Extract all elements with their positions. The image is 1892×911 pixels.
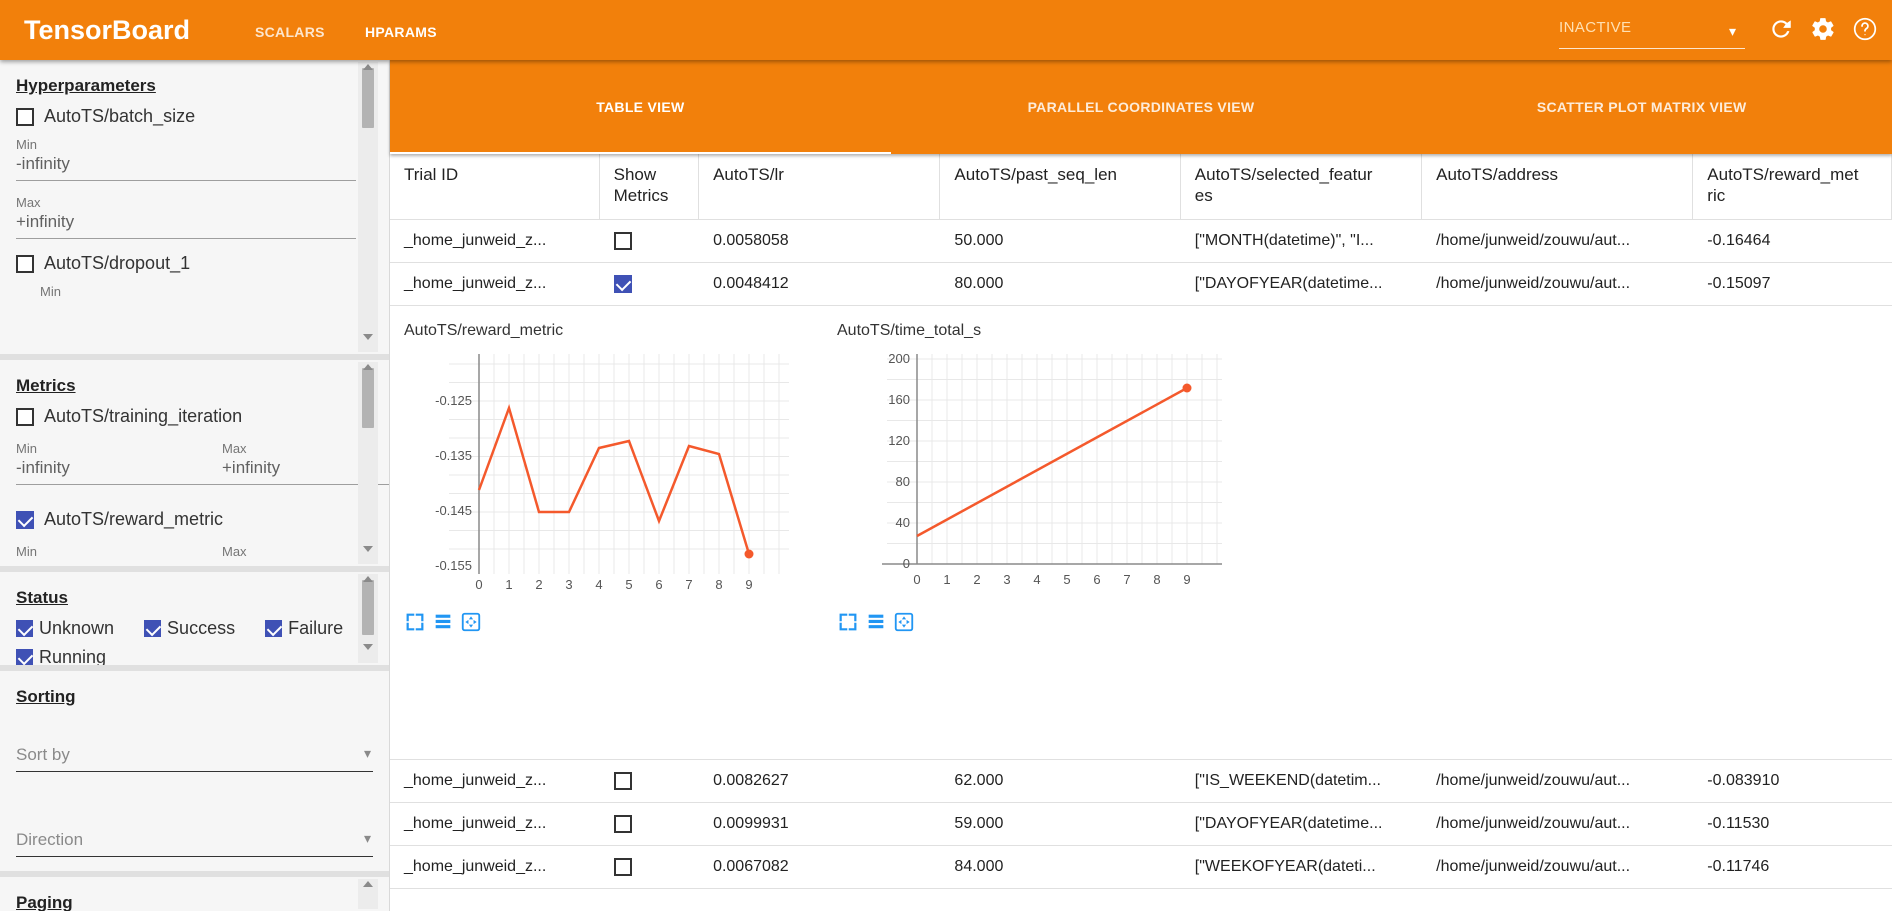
svg-text:7: 7 xyxy=(685,577,692,592)
svg-text:40: 40 xyxy=(896,515,910,530)
svg-text:8: 8 xyxy=(715,577,722,592)
svg-text:5: 5 xyxy=(1063,572,1070,587)
svg-text:-0.125: -0.125 xyxy=(435,393,472,408)
svg-text:160: 160 xyxy=(888,392,910,407)
svg-text:0: 0 xyxy=(903,556,910,571)
svg-text:80: 80 xyxy=(896,474,910,489)
svg-text:1: 1 xyxy=(943,572,950,587)
svg-text:120: 120 xyxy=(888,433,910,448)
svg-text:3: 3 xyxy=(1003,572,1010,587)
svg-text:-0.155: -0.155 xyxy=(435,558,472,573)
svg-text:9: 9 xyxy=(745,577,752,592)
svg-text:8: 8 xyxy=(1153,572,1160,587)
svg-text:6: 6 xyxy=(655,577,662,592)
svg-text:-0.135: -0.135 xyxy=(435,448,472,463)
svg-text:200: 200 xyxy=(888,351,910,366)
svg-text:4: 4 xyxy=(1033,572,1040,587)
svg-text:0: 0 xyxy=(475,577,482,592)
svg-text:6: 6 xyxy=(1093,572,1100,587)
svg-text:5: 5 xyxy=(625,577,632,592)
svg-text:7: 7 xyxy=(1123,572,1130,587)
svg-text:-0.145: -0.145 xyxy=(435,503,472,518)
svg-text:0: 0 xyxy=(913,572,920,587)
svg-text:4: 4 xyxy=(595,577,602,592)
svg-text:1: 1 xyxy=(505,577,512,592)
svg-text:3: 3 xyxy=(565,577,572,592)
svg-text:2: 2 xyxy=(973,572,980,587)
svg-text:2: 2 xyxy=(535,577,542,592)
svg-text:9: 9 xyxy=(1183,572,1190,587)
